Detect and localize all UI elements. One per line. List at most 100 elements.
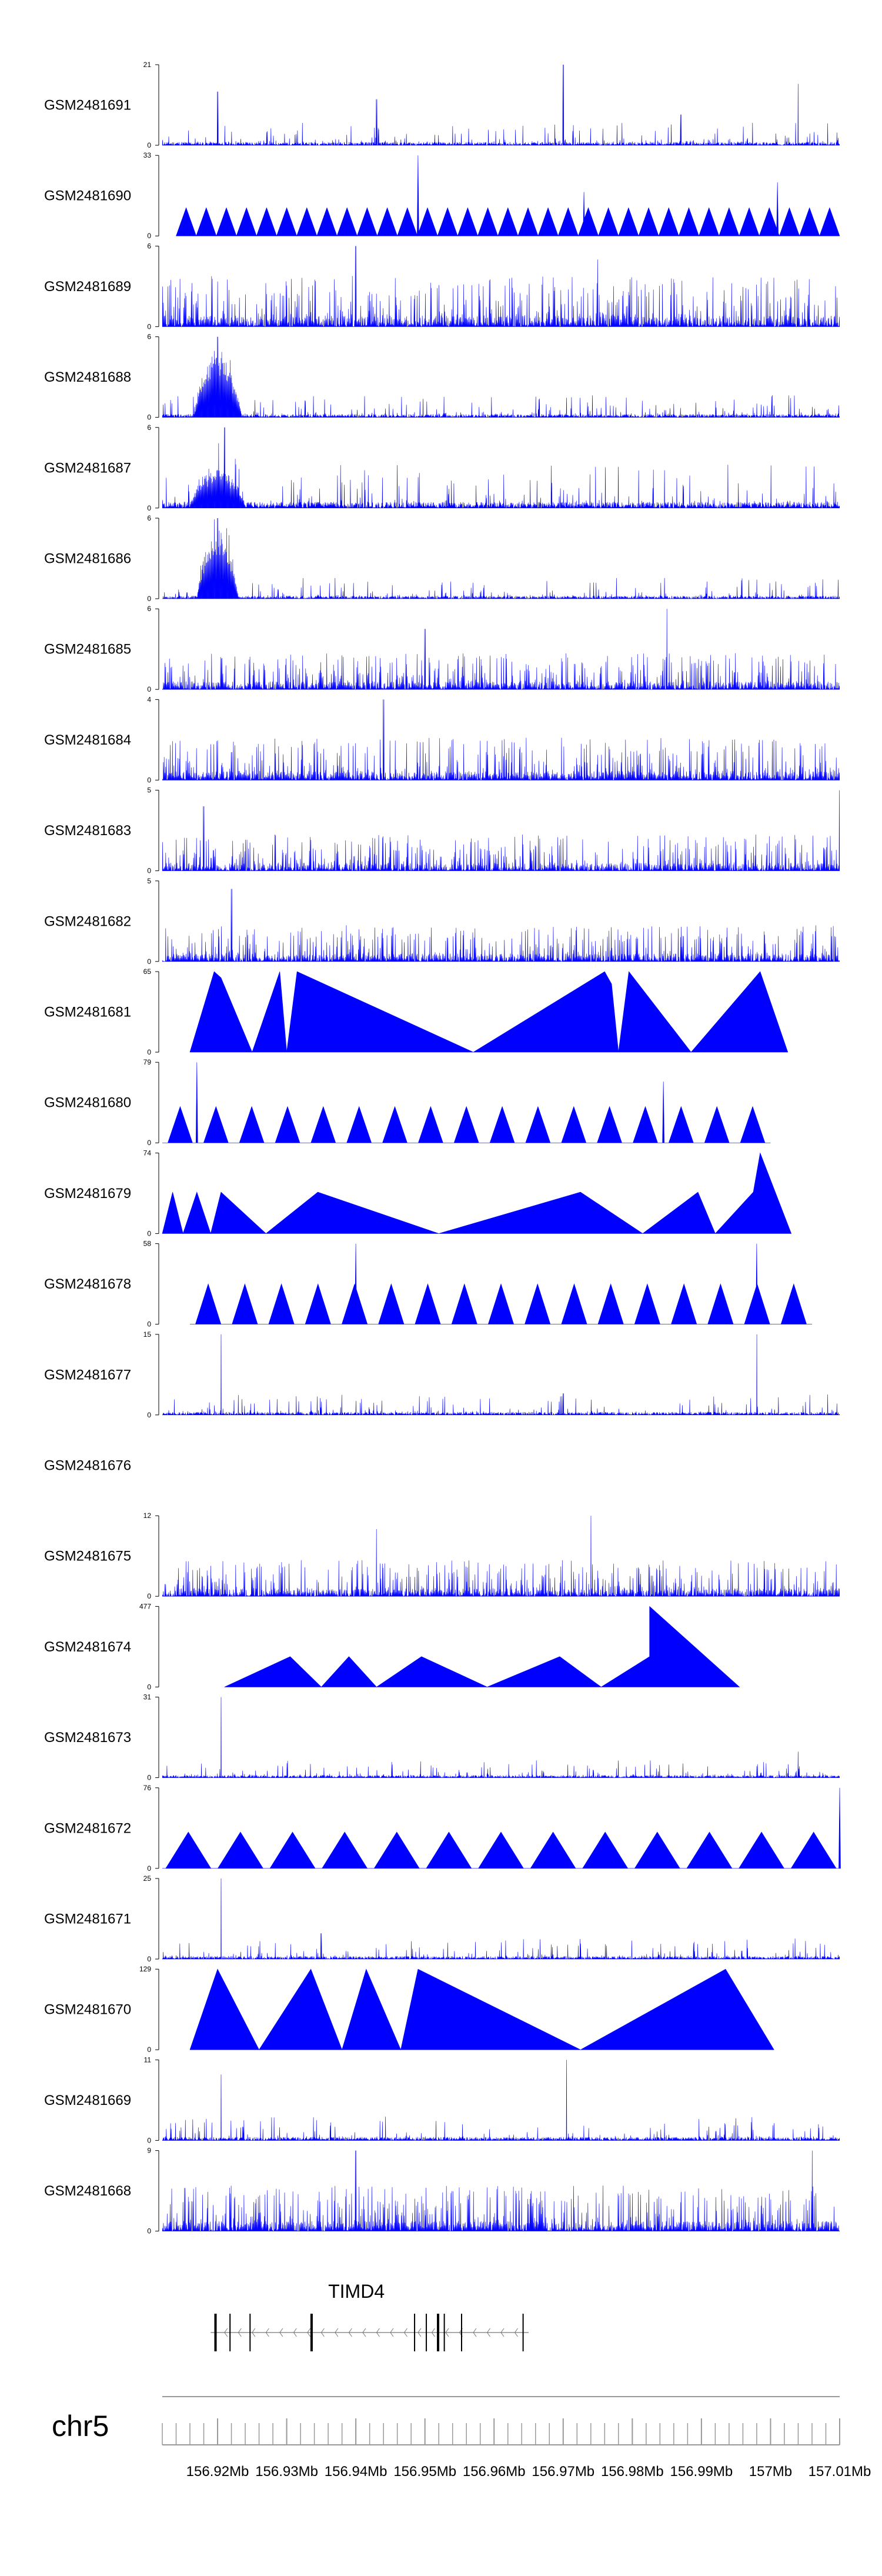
track-GSM2481689: GSM2481689 6 0 bbox=[44, 242, 840, 331]
track-GSM2481673: GSM2481673 31 0 bbox=[44, 1693, 840, 1782]
exon bbox=[426, 2314, 427, 2351]
y-min-label: 0 bbox=[147, 685, 151, 693]
strand-arrow bbox=[514, 2328, 518, 2337]
axis-tick-label: 156.94Mb bbox=[325, 2464, 387, 2480]
y-min-label: 0 bbox=[147, 2227, 151, 2235]
genome-axis: chr5 156.92Mb 156.93Mb 156.94Mb 156.95Mb 156… bbox=[52, 2396, 871, 2480]
gene-label: TIMD4 bbox=[328, 2281, 385, 2302]
y-max-label: 9 bbox=[147, 2147, 151, 2155]
axis-tick-label: 156.99Mb bbox=[670, 2464, 733, 2480]
strand-arrow bbox=[307, 2328, 311, 2337]
y-min-label: 0 bbox=[147, 1683, 151, 1691]
y-min-label: 0 bbox=[147, 1592, 151, 1600]
y-max-label: 6 bbox=[147, 605, 151, 613]
y-max-label: 12 bbox=[143, 1511, 152, 1520]
axis-tick-label: 156.98Mb bbox=[601, 2464, 664, 2480]
strand-arrow bbox=[500, 2328, 505, 2337]
exon bbox=[310, 2314, 313, 2351]
coverage-area bbox=[224, 1606, 740, 1687]
track-GSM2481688: GSM2481688 6 0 bbox=[44, 333, 840, 422]
y-min-label: 0 bbox=[147, 1320, 151, 1329]
coverage-area bbox=[189, 971, 789, 1053]
y-max-label: 33 bbox=[143, 151, 152, 159]
chromosome-label: chr5 bbox=[52, 2410, 109, 2442]
y-max-label: 5 bbox=[147, 877, 151, 885]
coverage-area bbox=[162, 790, 840, 871]
coverage-area bbox=[162, 336, 840, 418]
track-label: GSM2481691 bbox=[44, 98, 131, 114]
coverage-area bbox=[162, 1516, 840, 1597]
track-label: GSM2481674 bbox=[44, 1639, 131, 1655]
track-GSM2481683: GSM2481683 5 0 bbox=[44, 786, 840, 875]
track-GSM2481685: GSM2481685 6 0 bbox=[44, 605, 840, 693]
y-max-label: 6 bbox=[147, 242, 151, 250]
y-min-label: 0 bbox=[147, 957, 151, 966]
track-label: GSM2481683 bbox=[44, 823, 131, 839]
y-max-label: 15 bbox=[143, 1330, 152, 1339]
y-min-label: 0 bbox=[147, 1139, 151, 1147]
y-min-label: 0 bbox=[147, 1229, 151, 1237]
coverage-area bbox=[162, 1878, 840, 1960]
y-min-label: 0 bbox=[147, 504, 151, 512]
coverage-area bbox=[162, 1062, 771, 1143]
strand-arrow bbox=[265, 2328, 269, 2337]
y-max-label: 21 bbox=[143, 61, 152, 69]
track-GSM2481678: GSM2481678 58 0 bbox=[44, 1240, 812, 1329]
y-max-label: 6 bbox=[147, 333, 151, 341]
strand-arrow bbox=[238, 2328, 242, 2337]
y-max-label: 6 bbox=[147, 514, 151, 522]
axis-tick-label: 156.97Mb bbox=[532, 2464, 594, 2480]
track-label: GSM2481682 bbox=[44, 913, 131, 929]
signal-tracks: GSM2481691210GSM2481690330GSM248168960GS… bbox=[44, 61, 841, 2235]
strand-arrow bbox=[320, 2328, 325, 2337]
coverage-area bbox=[162, 518, 840, 599]
coverage-area bbox=[162, 1697, 840, 1778]
y-max-label: 129 bbox=[139, 1965, 151, 1973]
coverage-area bbox=[162, 609, 840, 690]
y-min-label: 0 bbox=[147, 1955, 151, 1963]
exon bbox=[437, 2314, 440, 2351]
strand-arrow bbox=[473, 2328, 477, 2337]
axis-tick-label: 157Mb bbox=[749, 2464, 792, 2480]
strand-arrow bbox=[486, 2328, 490, 2337]
y-min-label: 0 bbox=[147, 867, 151, 875]
track-label: GSM2481690 bbox=[44, 188, 131, 204]
y-max-label: 74 bbox=[143, 1149, 152, 1157]
coverage-area bbox=[189, 1968, 774, 2051]
track-label: GSM2481685 bbox=[44, 642, 131, 658]
axis-tick-label: 157.01Mb bbox=[808, 2464, 871, 2480]
track-GSM2481691: GSM2481691 21 0 bbox=[44, 61, 840, 149]
y-max-label: 25 bbox=[143, 1874, 152, 1883]
strand-arrow bbox=[417, 2328, 422, 2337]
coverage-area bbox=[162, 889, 840, 962]
track-label: GSM2481689 bbox=[44, 279, 131, 295]
track-GSM2481682: GSM2481682 5 0 bbox=[44, 877, 840, 966]
y-min-label: 0 bbox=[147, 413, 151, 422]
coverage-area bbox=[162, 699, 840, 780]
y-max-label: 5 bbox=[147, 786, 151, 795]
coverage-area bbox=[162, 427, 840, 509]
coverage-area bbox=[162, 2150, 840, 2231]
exon bbox=[460, 2314, 462, 2351]
track-label: GSM2481676 bbox=[44, 1458, 131, 1474]
track-label: GSM2481687 bbox=[44, 460, 131, 476]
track-label: GSM2481680 bbox=[44, 1095, 131, 1111]
y-max-label: 76 bbox=[143, 1784, 152, 1792]
y-min-label: 0 bbox=[147, 322, 151, 331]
track-GSM2481679: GSM2481679 74 0 bbox=[44, 1149, 792, 1237]
coverage-area bbox=[162, 64, 840, 146]
strand-arrow bbox=[362, 2328, 366, 2337]
axis-tick-label: 156.96Mb bbox=[463, 2464, 526, 2480]
axis-tick-label: 156.95Mb bbox=[393, 2464, 456, 2480]
y-max-label: 65 bbox=[143, 967, 152, 976]
coverage-area bbox=[162, 1787, 841, 1869]
y-min-label: 0 bbox=[147, 595, 151, 603]
coverage-area bbox=[162, 1152, 792, 1234]
track-label: GSM2481675 bbox=[44, 1549, 131, 1564]
y-max-label: 477 bbox=[139, 1602, 151, 1610]
strand-arrow bbox=[293, 2328, 297, 2337]
y-min-label: 0 bbox=[147, 1774, 151, 1782]
track-GSM2481684: GSM2481684 4 0 bbox=[44, 695, 840, 784]
y-min-label: 0 bbox=[147, 1048, 151, 1056]
